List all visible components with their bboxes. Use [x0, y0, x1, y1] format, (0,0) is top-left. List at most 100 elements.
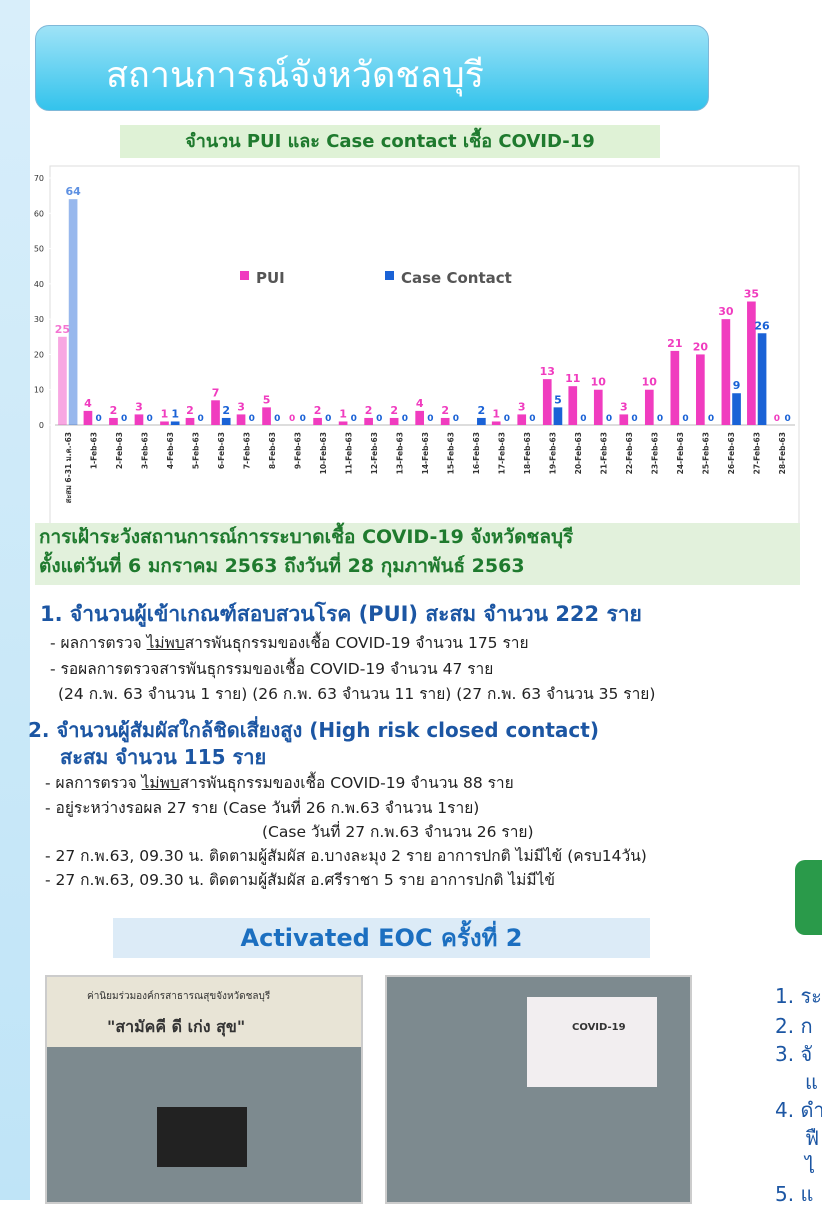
text: สารพันธุกรรมของเชื้อ COVID-19 จำนวน 88 ร… [179, 774, 514, 792]
value-label: 0 [682, 414, 688, 424]
value-label: 1 [339, 407, 347, 420]
x-tick-label: 24-Feb-63 [676, 432, 685, 474]
value-label: 13 [540, 365, 555, 378]
value-label: 0 [147, 414, 153, 424]
bar [696, 354, 705, 425]
text: สารพันธุกรรมของเชื้อ COVID-19 จำนวน 175 … [184, 634, 529, 652]
value-label: 11 [565, 372, 580, 385]
line: - ผลการตรวจ ไม่พบสารพันธุกรรมของเชื้อ CO… [50, 630, 529, 655]
legend-swatch [240, 271, 249, 280]
value-label: 0 [249, 414, 255, 424]
value-label: 2 [478, 404, 486, 417]
text: ไม่พบ [141, 774, 180, 792]
bar [542, 379, 552, 425]
value-label: 26 [754, 319, 770, 332]
x-tick-label: 2-Feb-63 [115, 432, 124, 469]
list-item: 1. ระ [775, 984, 822, 1008]
list-item: 3. จั [775, 1042, 813, 1066]
x-tick-label: 27-Feb-63 [753, 432, 762, 474]
text: ไม่พบ [146, 634, 185, 652]
photo-text: ค่านิยมร่วมองค์กรสาธารณสุขจังหวัดชลบุรี [87, 991, 271, 1002]
bar [338, 421, 348, 425]
y-tick-label: 0 [39, 421, 44, 430]
value-label: 5 [263, 393, 271, 406]
eoc-title: Activated EOC ครั้งที่ 2 [113, 918, 650, 958]
value-label: 2 [365, 404, 373, 417]
heading-line: ตั้งแต่วันที่ 6 มกราคม 2563 ถึงวันที่ 28… [39, 555, 525, 577]
x-tick-label: 18-Feb-63 [523, 432, 532, 474]
bar [185, 417, 195, 425]
line: - ผลการตรวจ ไม่พบสารพันธุกรรมของเชื้อ CO… [45, 770, 514, 795]
value-label: 0 [274, 414, 280, 424]
value-label: 2 [441, 404, 449, 417]
x-tick-label: 28-Feb-63 [778, 432, 787, 474]
summary-heading: การเฝ้าระวังสถานการณ์การระบาดเชื้อ COVID… [35, 523, 800, 585]
bar [721, 319, 731, 425]
bar [415, 410, 424, 425]
value-label: 0 [427, 414, 433, 424]
x-tick-label: 20-Feb-63 [574, 432, 583, 474]
value-label: 64 [65, 185, 81, 198]
y-tick-label: 70 [34, 174, 44, 183]
y-tick-label: 20 [34, 350, 44, 359]
y-tick-label: 10 [34, 386, 44, 395]
x-tick-label: 12-Feb-63 [370, 432, 379, 474]
side-button[interactable] [795, 860, 822, 935]
value-label: 2 [110, 404, 118, 417]
value-label: 1 [161, 407, 169, 420]
bar [389, 417, 399, 425]
value-label: 0 [784, 414, 790, 424]
photo-text: COVID-19 [572, 1022, 626, 1033]
value-label: 0 [657, 414, 663, 424]
list-item: แ [805, 1070, 818, 1094]
value-label: 4 [84, 397, 92, 410]
value-label: 0 [198, 414, 204, 424]
x-tick-label: 26-Feb-63 [727, 432, 736, 474]
y-tick-label: 50 [34, 245, 44, 254]
bar [440, 417, 450, 425]
value-label: 0 [529, 414, 535, 424]
x-tick-label: 14-Feb-63 [421, 432, 430, 474]
page-title: สถานการณ์จังหวัดชลบุรี [106, 55, 485, 96]
bar [236, 414, 246, 425]
value-label: 25 [55, 323, 70, 336]
value-label: 0 [708, 414, 714, 424]
x-tick-label: 4-Feb-63 [166, 432, 175, 469]
value-label: 5 [554, 393, 562, 406]
bar [517, 414, 527, 425]
value-label: 1 [492, 407, 500, 420]
bar [160, 421, 169, 425]
bar [364, 417, 373, 425]
value-label: 3 [135, 400, 143, 413]
bar [313, 417, 322, 425]
chart-frame [49, 165, 800, 527]
x-tick-label: 15-Feb-63 [447, 432, 456, 474]
x-tick-label: 21-Feb-63 [600, 432, 609, 474]
line: - รอผลการตรวจสารพันธุกรรมของเชื้อ COVID-… [50, 660, 494, 678]
title-banner: สถานการณ์จังหวัดชลบุรี [35, 25, 709, 111]
y-tick-label: 40 [34, 280, 44, 289]
x-tick-label: 1-Feb-63 [89, 432, 98, 469]
bar [553, 407, 563, 425]
value-label: 3 [237, 400, 245, 413]
value-label: 10 [642, 376, 658, 389]
value-label: 30 [718, 305, 734, 318]
bar [747, 301, 756, 425]
value-label: 1 [171, 407, 179, 420]
value-label: 0 [325, 414, 331, 424]
list-item: 4. ดำ [775, 1098, 822, 1122]
bar [619, 414, 629, 425]
legend-label: Case Contact [401, 269, 512, 287]
bar [593, 389, 603, 425]
bar [644, 389, 654, 425]
value-label: 35 [744, 288, 759, 301]
legend-swatch [385, 271, 394, 280]
value-label: 0 [606, 414, 612, 424]
bar [568, 386, 578, 425]
x-tick-label: 5-Feb-63 [191, 432, 200, 469]
list-item: 2. ก [775, 1014, 813, 1038]
line: - อยู่ระหว่างรอผล 27 ราย (Case วันที่ 26… [45, 799, 480, 817]
value-label: 4 [416, 397, 424, 410]
